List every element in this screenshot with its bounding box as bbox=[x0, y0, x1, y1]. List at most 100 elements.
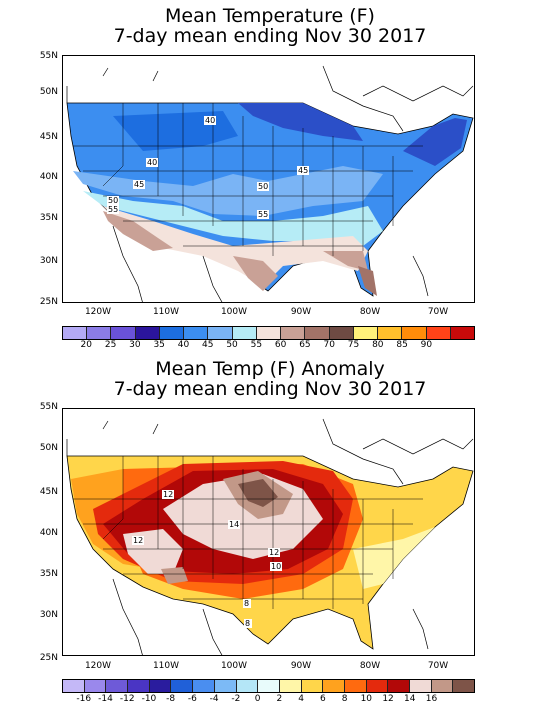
lat-label: 35N bbox=[39, 569, 58, 579]
colorbar-label: -16 bbox=[76, 694, 92, 704]
band-east-light bbox=[353, 527, 435, 589]
lat-label: 55N bbox=[39, 51, 58, 61]
colorbar-swatch bbox=[106, 680, 129, 692]
colorbar-label: 90 bbox=[420, 340, 433, 350]
colorbar-swatch bbox=[366, 680, 389, 692]
colorbar-swatch bbox=[378, 327, 403, 339]
band-plains-darkbrown bbox=[238, 479, 278, 507]
contour-label: 8 bbox=[244, 599, 249, 608]
colorbar-label: 10 bbox=[360, 694, 373, 704]
colorbar-label: 4 bbox=[298, 694, 304, 704]
colorbar-label: 14 bbox=[404, 694, 416, 704]
colorbar-label: 45 bbox=[202, 340, 214, 350]
colorbar-swatch bbox=[353, 327, 379, 339]
colorbar-label: -8 bbox=[166, 694, 176, 704]
lon-label: 90W bbox=[290, 661, 312, 671]
panel1-title-line2: 7-day mean ending Nov 30 2017 bbox=[113, 25, 427, 47]
lat-label: 50N bbox=[39, 87, 58, 97]
panel2-anomaly-map: 12 14 12 12 10 8 8 bbox=[62, 408, 475, 656]
lat-label: 40N bbox=[39, 528, 58, 538]
contour-label: 50 bbox=[258, 182, 268, 191]
colorbar-swatch bbox=[329, 327, 354, 339]
panel1-contour-labels: 40 40 45 45 50 50 55 55 bbox=[107, 116, 309, 219]
colorbar-label: -12 bbox=[119, 694, 135, 704]
lat-label: 55N bbox=[39, 402, 58, 412]
colorbar-swatch bbox=[256, 327, 282, 339]
lon-label: 100W bbox=[220, 307, 248, 317]
colorbar-swatch bbox=[431, 680, 454, 692]
colorbar-swatch bbox=[388, 680, 410, 692]
colorbar-label: 25 bbox=[104, 340, 117, 350]
lat-label: 35N bbox=[39, 213, 58, 223]
lat-label: 30N bbox=[39, 610, 58, 620]
colorbar-swatch bbox=[111, 327, 136, 339]
colorbar-swatch bbox=[450, 327, 474, 339]
colorbar-swatch bbox=[208, 327, 233, 339]
lat-label: 30N bbox=[39, 256, 58, 266]
colorbar-swatch bbox=[171, 680, 194, 692]
lon-label: 110W bbox=[152, 307, 180, 317]
contour-label: 12 bbox=[133, 536, 143, 545]
colorbar-swatch bbox=[214, 680, 237, 692]
panel2-title-line2: 7-day mean ending Nov 30 2017 bbox=[113, 378, 427, 400]
panel1-title-line1: Mean Temperature (F) bbox=[165, 5, 375, 27]
colorbar-swatch bbox=[453, 680, 475, 692]
colorbar-label: 55 bbox=[250, 340, 263, 350]
panel2-colorbar bbox=[62, 679, 475, 693]
contour-label: 14 bbox=[229, 520, 239, 529]
band-florida bbox=[358, 266, 377, 296]
colorbar-label: 6 bbox=[319, 694, 326, 704]
band-sw-brown bbox=[161, 567, 188, 584]
colorbar-label: 85 bbox=[396, 340, 408, 350]
coastlines bbox=[66, 418, 474, 655]
band-new-england bbox=[403, 118, 467, 166]
colorbar-swatch bbox=[149, 680, 172, 692]
contour-label: 55 bbox=[258, 210, 268, 219]
colorbar-swatch bbox=[258, 680, 280, 692]
colorbar-swatch bbox=[281, 327, 306, 339]
panel1-colorbar bbox=[62, 326, 475, 340]
colorbar-swatch bbox=[184, 327, 209, 339]
lat-label: 45N bbox=[39, 487, 58, 497]
colorbar-label: -14 bbox=[98, 694, 113, 704]
contour-label: 40 bbox=[147, 158, 157, 167]
colorbar-label: 40 bbox=[177, 340, 190, 350]
panel2-map-svg: 12 14 12 12 10 8 8 bbox=[66, 418, 474, 655]
lon-label: 80W bbox=[359, 661, 381, 671]
colorbar-label: 0 bbox=[254, 694, 261, 704]
colorbar-label: -6 bbox=[187, 694, 197, 704]
band-cold-north bbox=[238, 103, 363, 141]
colorbar-swatch bbox=[63, 680, 85, 692]
colorbar-label: 30 bbox=[129, 340, 141, 350]
colorbar-label: 60 bbox=[274, 340, 287, 350]
colorbar-swatch bbox=[426, 327, 451, 339]
contour-label: 45 bbox=[298, 166, 308, 175]
colorbar-swatch bbox=[402, 327, 427, 339]
colorbar-swatch bbox=[87, 327, 112, 339]
colorbar-label: 70 bbox=[323, 340, 335, 350]
contour-label: 55 bbox=[108, 205, 118, 214]
colorbar-swatch bbox=[193, 680, 215, 692]
lon-label: 70W bbox=[427, 661, 449, 671]
colorbar-swatch bbox=[63, 327, 88, 339]
lon-label: 100W bbox=[220, 661, 248, 671]
colorbar-swatch bbox=[301, 680, 324, 692]
state-borders bbox=[73, 103, 423, 256]
panel1-map-svg: 40 40 45 45 50 50 55 55 bbox=[66, 65, 474, 302]
lat-label: 25N bbox=[39, 297, 58, 307]
colorbar-label: -2 bbox=[231, 694, 241, 704]
contour-label: 45 bbox=[134, 180, 144, 189]
colorbar-label: 80 bbox=[372, 340, 384, 350]
band-60-gulf bbox=[323, 251, 368, 271]
colorbar-swatch bbox=[84, 680, 107, 692]
colorbar-swatch bbox=[323, 680, 345, 692]
coastlines bbox=[66, 65, 474, 302]
colorbar-swatch bbox=[279, 680, 302, 692]
colorbar-label: 65 bbox=[299, 340, 311, 350]
colorbar-swatch bbox=[410, 680, 432, 692]
state-borders bbox=[73, 456, 423, 609]
panel1-temperature-map: 40 40 45 45 50 50 55 55 bbox=[62, 55, 475, 303]
contour-label: 10 bbox=[271, 562, 281, 571]
contour-label: 40 bbox=[205, 116, 215, 125]
colorbar-swatch bbox=[128, 680, 150, 692]
